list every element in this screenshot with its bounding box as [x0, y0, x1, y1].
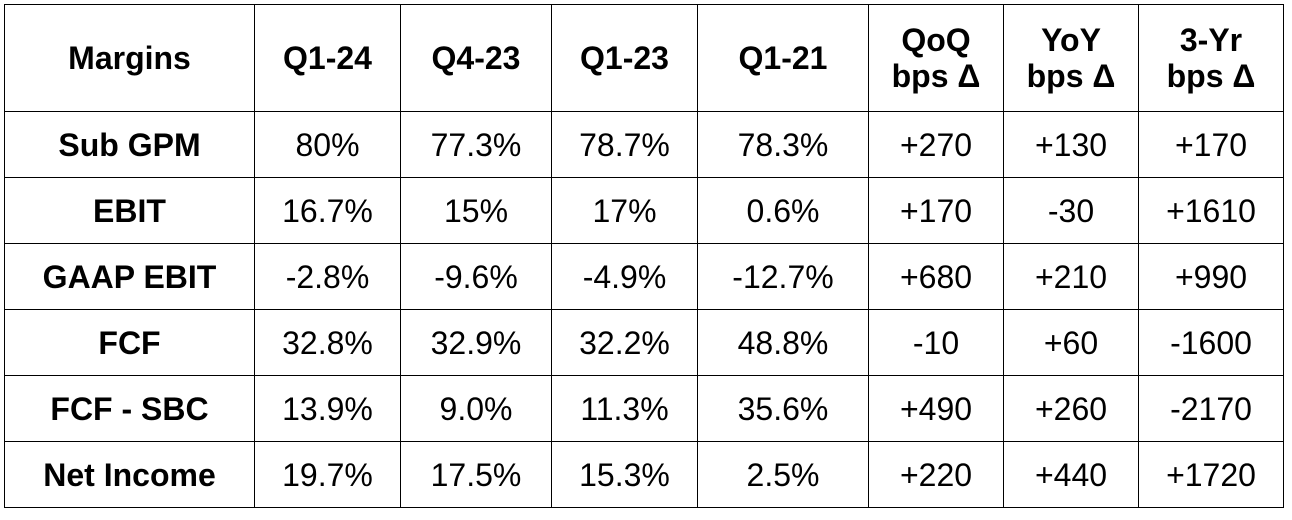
row-label: FCF - SBC [4, 375, 255, 442]
table-cell: +270 [868, 111, 1004, 178]
table-cell: 11.3% [551, 375, 698, 442]
table-cell: 15% [400, 177, 552, 244]
table-cell: 13.9% [254, 375, 401, 442]
table-cell: +1610 [1138, 177, 1284, 244]
table-cell: 32.2% [551, 309, 698, 376]
table-cell: 35.6% [697, 375, 869, 442]
header-3yr: 3-Yr bps Δ [1138, 4, 1284, 112]
table-cell: 19.7% [254, 441, 401, 508]
table-cell: +990 [1138, 243, 1284, 310]
table-cell: +170 [868, 177, 1004, 244]
header-q4-23: Q4-23 [400, 4, 552, 112]
table-cell: +440 [1003, 441, 1139, 508]
table-cell: 0.6% [697, 177, 869, 244]
table-cell: +1720 [1138, 441, 1284, 508]
table-cell: +210 [1003, 243, 1139, 310]
table-cell: +220 [868, 441, 1004, 508]
table-cell: 17.5% [400, 441, 552, 508]
table-cell: 78.7% [551, 111, 698, 178]
table-cell: 32.8% [254, 309, 401, 376]
header-q1-21: Q1-21 [697, 4, 869, 112]
header-qoq: QoQ bps Δ [868, 4, 1004, 112]
table-row: Net Income 19.7% 17.5% 15.3% 2.5% +220 +… [4, 441, 1284, 508]
table-cell: +60 [1003, 309, 1139, 376]
table-cell: -2170 [1138, 375, 1284, 442]
table-cell: -10 [868, 309, 1004, 376]
table-cell: 78.3% [697, 111, 869, 178]
table-cell: -30 [1003, 177, 1139, 244]
table-cell: -2.8% [254, 243, 401, 310]
header-q1-23: Q1-23 [551, 4, 698, 112]
table-cell: +130 [1003, 111, 1139, 178]
table-cell: +680 [868, 243, 1004, 310]
table-cell: 15.3% [551, 441, 698, 508]
row-label: GAAP EBIT [4, 243, 255, 310]
header-row: Margins Q1-24 Q4-23 Q1-23 Q1-21 QoQ bps Δ… [4, 4, 1284, 112]
row-label: FCF [4, 309, 255, 376]
table-cell: +170 [1138, 111, 1284, 178]
table-cell: -1600 [1138, 309, 1284, 376]
table-cell: 16.7% [254, 177, 401, 244]
table-cell: 80% [254, 111, 401, 178]
table-cell: 2.5% [697, 441, 869, 508]
table-row: FCF 32.8% 32.9% 32.2% 48.8% -10 +60 -160… [4, 309, 1284, 376]
table-row: EBIT 16.7% 15% 17% 0.6% +170 -30 +1610 [4, 177, 1284, 244]
table-row: FCF - SBC 13.9% 9.0% 11.3% 35.6% +490 +2… [4, 375, 1284, 442]
table-cell: -12.7% [697, 243, 869, 310]
table-cell: 48.8% [697, 309, 869, 376]
margins-table: Margins Q1-24 Q4-23 Q1-23 Q1-21 QoQ bps Δ… [4, 4, 1284, 508]
row-label: EBIT [4, 177, 255, 244]
row-label: Sub GPM [4, 111, 255, 178]
table-row: GAAP EBIT -2.8% -9.6% -4.9% -12.7% +680 … [4, 243, 1284, 310]
table-cell: 9.0% [400, 375, 552, 442]
table-cell: +260 [1003, 375, 1139, 442]
table-cell: 77.3% [400, 111, 552, 178]
table-cell: 17% [551, 177, 698, 244]
header-margins: Margins [4, 4, 255, 112]
header-q1-24: Q1-24 [254, 4, 401, 112]
table-cell: +490 [868, 375, 1004, 442]
table-cell: -9.6% [400, 243, 552, 310]
row-label: Net Income [4, 441, 255, 508]
header-yoy: YoY bps Δ [1003, 4, 1139, 112]
table-cell: 32.9% [400, 309, 552, 376]
table-row: Sub GPM 80% 77.3% 78.7% 78.3% +270 +130 … [4, 111, 1284, 178]
table-cell: -4.9% [551, 243, 698, 310]
